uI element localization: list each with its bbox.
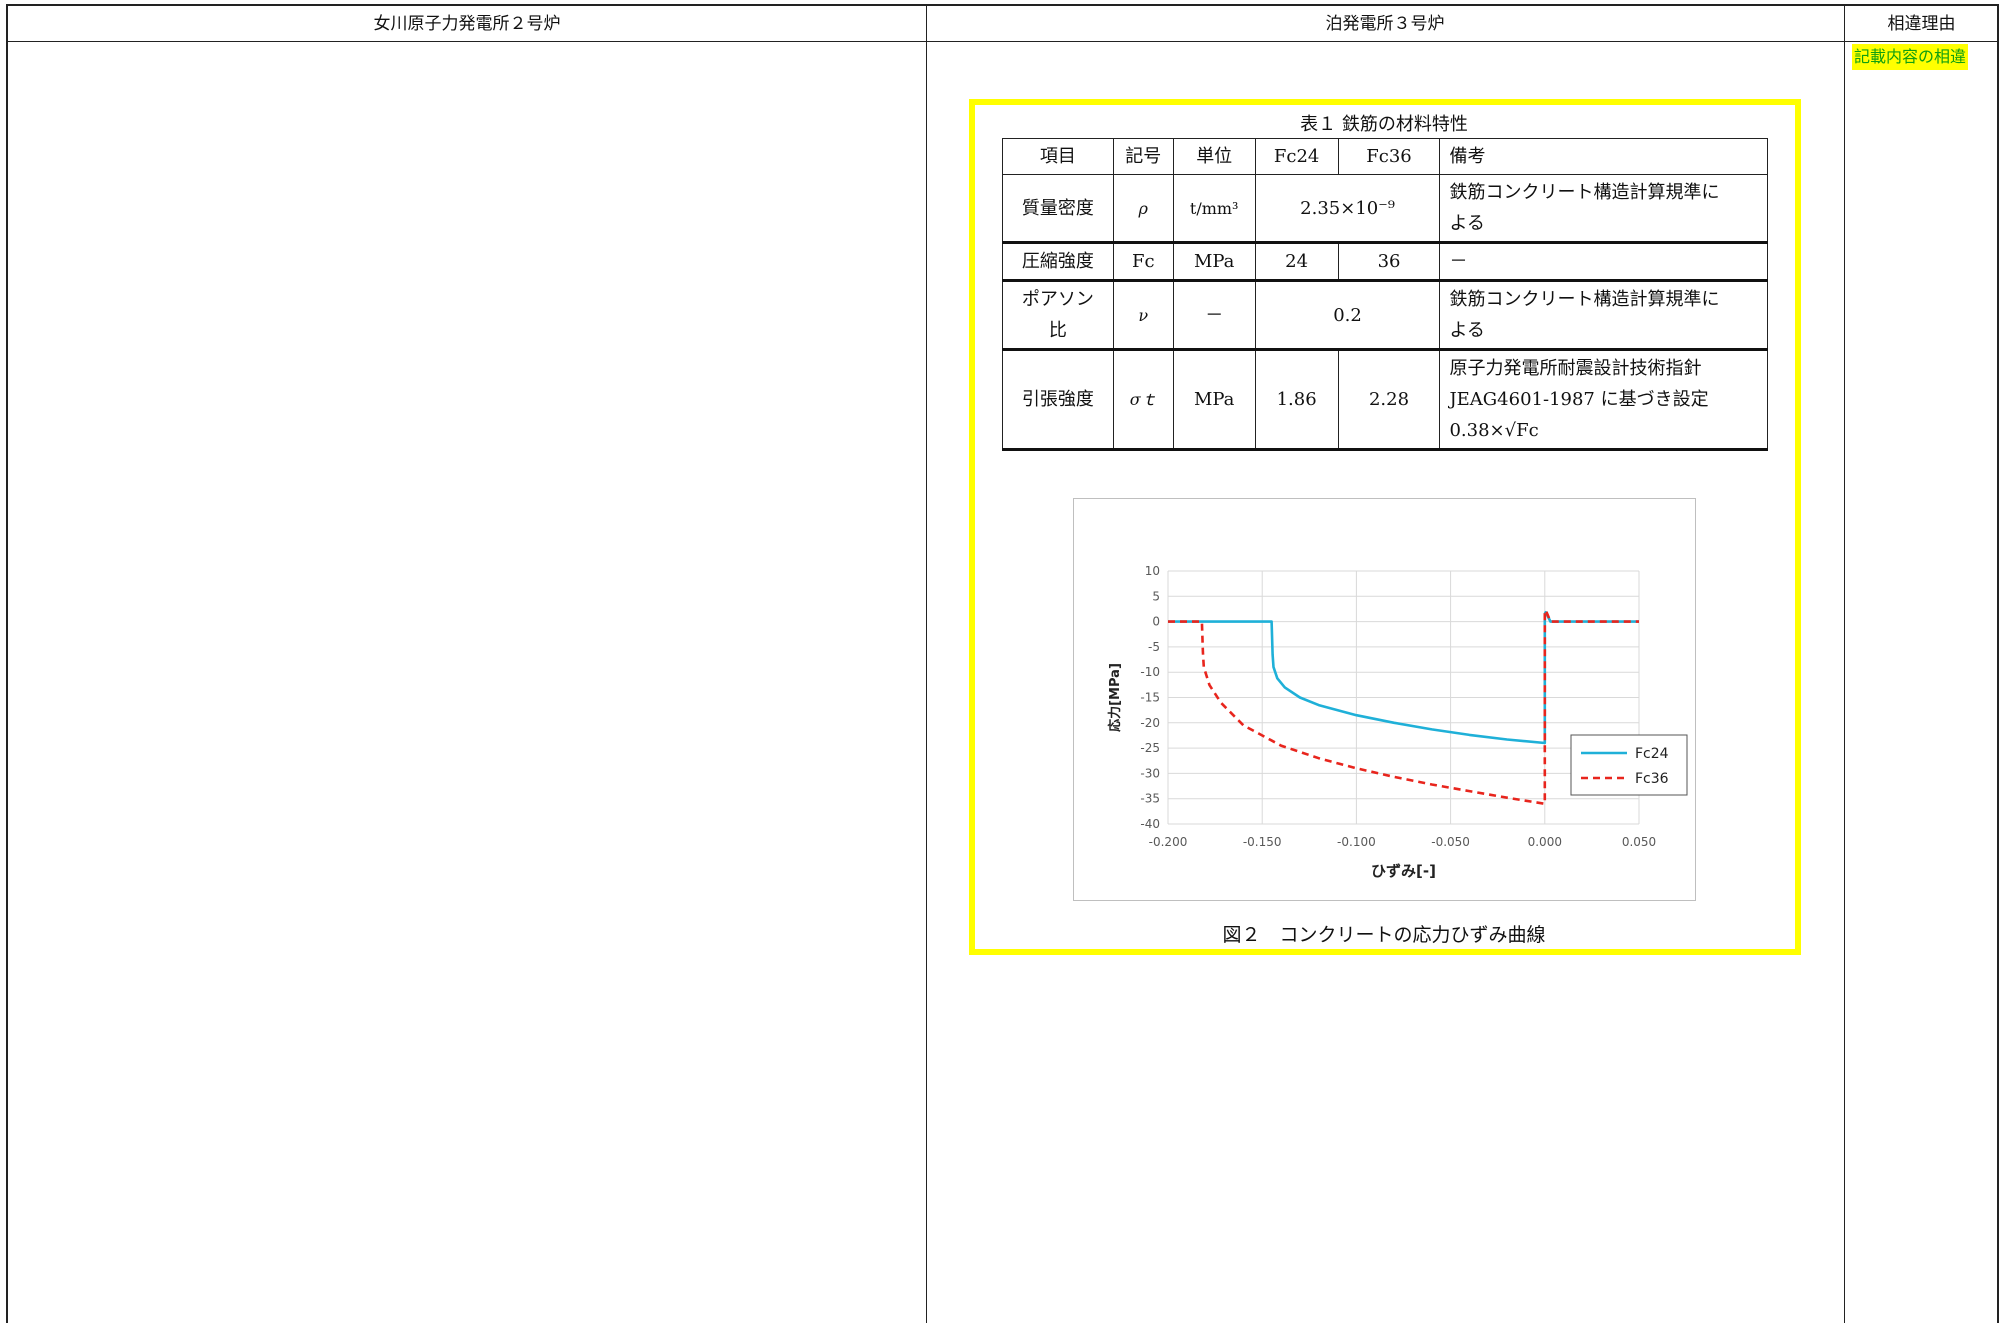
unit-cell: － [1172, 279, 1256, 350]
series-line-fc36 [1168, 608, 1639, 806]
note-line: JEAG4601-1987 に基づき設定 [1449, 389, 1709, 410]
symbol-cell: ν [1112, 279, 1174, 350]
column-header: Fc24 [1254, 138, 1339, 175]
value-cell: 2.35×10⁻⁹ [1254, 174, 1441, 243]
y-tick-label: -15 [1140, 691, 1160, 705]
y-tick-label: 5 [1152, 589, 1160, 603]
x-tick-label: -0.050 [1431, 835, 1470, 849]
table-row-tensile: 引張強度 σｔ MPa 1.86 2.28 原子力発電所耐震設計技術指針 JEA… [1002, 348, 1768, 451]
y-tick-label: 10 [1145, 564, 1160, 578]
item-cell: ポアソン 比 [1002, 279, 1114, 350]
y-tick-label: -30 [1140, 766, 1160, 780]
column-header: Fc36 [1337, 138, 1441, 175]
y-tick-label: -35 [1140, 792, 1160, 806]
x-tick-label: -0.100 [1337, 835, 1376, 849]
column-divider [926, 6, 927, 1323]
table-title: 表１ 鉄筋の材料特性 [1300, 114, 1468, 135]
table-row-density: 質量密度 ρ t/mm³ 2.35×10⁻⁹ 鉄筋コンクリート構造計算規準に よ… [1002, 174, 1768, 243]
value-cell: 0.2 [1254, 279, 1441, 350]
value-cell-fc24: 1.86 [1254, 348, 1339, 451]
column-header: 記号 [1112, 138, 1174, 175]
item-line: 比 [1048, 320, 1067, 341]
note-line: 原子力発電所耐震設計技術指針 [1449, 358, 1702, 379]
note-cell: 原子力発電所耐震設計技術指針 JEAG4601-1987 に基づき設定 0.38… [1439, 348, 1768, 451]
note-cell: 鉄筋コンクリート構造計算規準に よる [1439, 279, 1768, 350]
y-tick-label: 0 [1152, 615, 1160, 629]
table-header-row: 項目 記号 単位 Fc24 Fc36 備考 [1002, 138, 1768, 175]
note-cell: － [1439, 241, 1768, 281]
note-cell: 鉄筋コンクリート構造計算規準に よる [1439, 174, 1768, 243]
y-tick-label: -20 [1140, 716, 1160, 730]
figure-caption: 図２ コンクリートの応力ひずみ曲線 [1222, 924, 1546, 946]
item-cell: 引張強度 [1002, 348, 1114, 451]
value-cell-fc36: 36 [1337, 241, 1441, 281]
item-cell: 質量密度 [1002, 174, 1114, 243]
comparison-header-row [8, 6, 1997, 42]
y-tick-label: -5 [1148, 640, 1160, 654]
unit-cell: MPa [1172, 241, 1256, 281]
x-tick-label: 0.050 [1622, 835, 1656, 849]
y-tick-label: -40 [1140, 817, 1160, 831]
value-cell-fc36: 2.28 [1337, 348, 1441, 451]
legend-label: Fc36 [1635, 771, 1669, 787]
column-header: 備考 [1439, 138, 1768, 175]
note-line: よる [1449, 320, 1485, 341]
y-tick-label: -10 [1140, 665, 1160, 679]
legend-label: Fc24 [1635, 746, 1669, 762]
unit-cell: MPa [1172, 348, 1256, 451]
chart-svg: 10 5 0 -5 -10 -15 -20 -25 -30 -35 -40 -0.200 -0.150 -… [1107, 564, 1688, 880]
note-line: よる [1449, 213, 1485, 234]
header-onagawa: 女川原子力発電所２号炉 [373, 14, 561, 34]
x-tick-label: -0.200 [1149, 835, 1188, 849]
item-line: ポアソン [1021, 289, 1094, 310]
note-line: 鉄筋コンクリート構造計算規準に [1449, 289, 1720, 310]
comparison-table: 女川原子力発電所２号炉 泊発電所３号炉 相違理由 [6, 4, 1999, 1323]
column-divider [1844, 6, 1845, 1323]
symbol-cell: σｔ [1112, 348, 1174, 451]
series-line-fc24 [1168, 610, 1639, 745]
table-row-compressive: 圧縮強度 Fc MPa 24 36 － [1002, 241, 1768, 281]
symbol-cell: Fc [1112, 241, 1174, 281]
column-header: 項目 [1002, 138, 1114, 175]
symbol-cell: ρ [1112, 174, 1174, 243]
x-axis-label: ひずみ[-] [1371, 862, 1436, 880]
header-reason: 相違理由 [1887, 14, 1956, 34]
legend-box [1570, 734, 1688, 796]
highlight-box [969, 99, 1801, 955]
item-cell: 圧縮強度 [1002, 241, 1114, 281]
y-axis-label: 応力[MPa] [1107, 663, 1123, 732]
value-cell-fc24: 24 [1254, 241, 1339, 281]
y-tick-label: -25 [1140, 741, 1160, 755]
unit-cell: t/mm³ [1172, 174, 1256, 243]
reason-highlight: 記載内容の相違 [1852, 44, 1969, 70]
note-line: 鉄筋コンクリート構造計算規準に [1449, 182, 1720, 203]
table-row-poisson: ポアソン 比 ν － 0.2 鉄筋コンクリート構造計算規準に よる [1002, 279, 1768, 350]
stress-strain-chart: 10 5 0 -5 -10 -15 -20 -25 -30 -35 -40 -0.200 -0.150 -… [1073, 498, 1696, 901]
note-line: 0.38×√Fc [1449, 420, 1539, 441]
column-header: 単位 [1172, 138, 1256, 175]
x-tick-label: 0.000 [1528, 835, 1562, 849]
material-properties-table: 項目 記号 単位 Fc24 Fc36 備考 質量密度 ρ t/mm³ 2.35×… [1002, 138, 1768, 451]
x-tick-label: -0.150 [1243, 835, 1282, 849]
header-tomari: 泊発電所３号炉 [1325, 14, 1445, 34]
